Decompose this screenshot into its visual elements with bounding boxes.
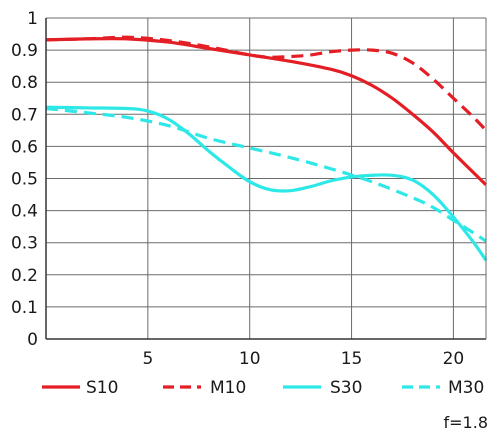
y-tick-label: 1 (27, 9, 38, 29)
legend-label-m10: M10 (210, 378, 246, 398)
legend-label-m30: M30 (448, 378, 484, 398)
y-tick-label: 0.6 (11, 137, 38, 157)
tick-labels: 00.10.20.30.40.50.60.70.80.915 10 15 20 (11, 9, 464, 369)
legend: S10 M10 S30 M30 (42, 378, 484, 398)
y-tick-label: 0.4 (11, 202, 38, 222)
y-tick-label: 0 (27, 330, 38, 350)
y-tick-label: 0.8 (11, 73, 38, 93)
grid (46, 17, 486, 340)
y-tick-label: 0.7 (11, 105, 38, 125)
aperture-annotation: f=1.8 (444, 413, 488, 432)
series-line-m10 (45, 35, 488, 132)
x-tick-label: 10 (239, 349, 261, 369)
y-tick-label: 0.5 (11, 170, 38, 190)
x-tick-label: 15 (341, 349, 363, 369)
x-tick-label: 20 (443, 349, 465, 369)
y-tick-label: 0.9 (11, 41, 38, 61)
y-tick-label: 0.1 (11, 298, 38, 318)
series-line-s10 (45, 36, 488, 187)
y-tick-label: 0.3 (11, 234, 38, 254)
x-tick-label: 5 (142, 349, 153, 369)
legend-label-s10: S10 (86, 378, 118, 398)
series-lines (45, 35, 488, 262)
axes (45, 18, 487, 340)
legend-label-s30: S30 (330, 378, 362, 398)
series-line-m30 (45, 106, 487, 243)
series-line-s30 (45, 105, 488, 262)
y-tick-label: 0.2 (11, 266, 38, 286)
